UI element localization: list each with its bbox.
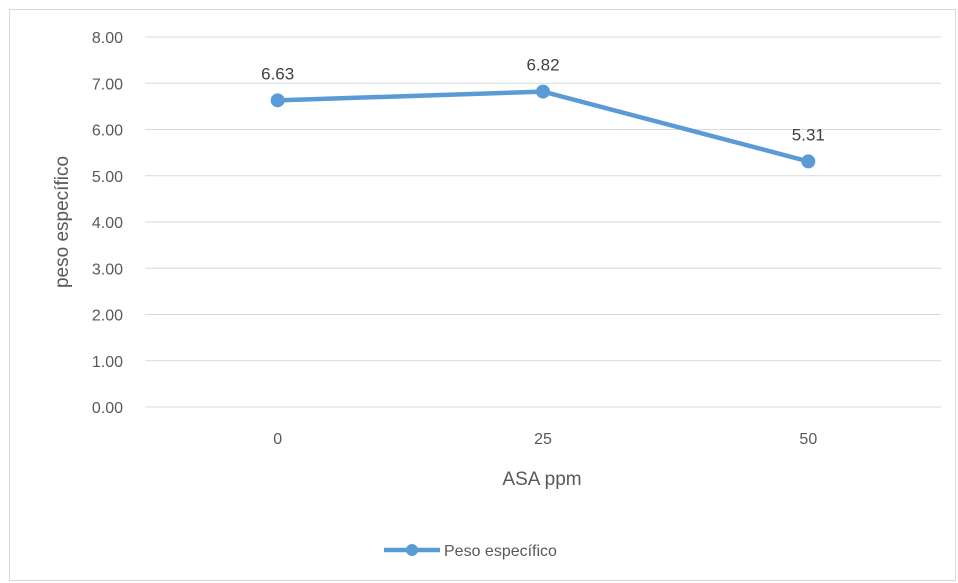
y-tick-label: 4.00 [92, 215, 123, 232]
data-point [536, 84, 550, 99]
data-label: 6.82 [526, 56, 559, 75]
series-line [275, 89, 811, 164]
gridlines [145, 36, 941, 408]
x-tick-label: 25 [534, 431, 552, 448]
data-label: 5.31 [792, 125, 825, 144]
legend-label: Peso específico [444, 543, 557, 560]
legend: Peso específico [384, 543, 557, 560]
data-labels: 6.63 6.82 5.31 [261, 56, 825, 145]
y-tick-label: 6.00 [92, 123, 123, 140]
y-tick-label: 0.00 [92, 400, 123, 417]
y-tick-label: 1.00 [92, 354, 123, 371]
x-tick-label: 0 [273, 431, 282, 448]
data-point [270, 93, 285, 108]
y-tick-label: 5.00 [92, 169, 123, 186]
x-axis-ticks: 0 25 50 [273, 431, 817, 448]
y-axis-ticks: 0.00 1.00 2.00 3.00 4.00 5.00 6.00 7.00 8.00 [92, 30, 123, 417]
y-tick-label: 8.00 [92, 30, 123, 47]
y-tick-label: 7.00 [92, 76, 123, 93]
y-axis-title: peso específico [52, 156, 73, 288]
x-axis-title: ASA ppm [502, 469, 581, 490]
series-layer [270, 84, 816, 169]
x-tick-label: 50 [799, 431, 817, 448]
legend-marker-swatch [406, 544, 418, 556]
data-label: 6.63 [261, 64, 294, 83]
data-point [801, 154, 816, 169]
y-tick-label: 3.00 [92, 261, 123, 278]
chart-frame [9, 9, 956, 581]
y-tick-label: 2.00 [92, 308, 123, 325]
